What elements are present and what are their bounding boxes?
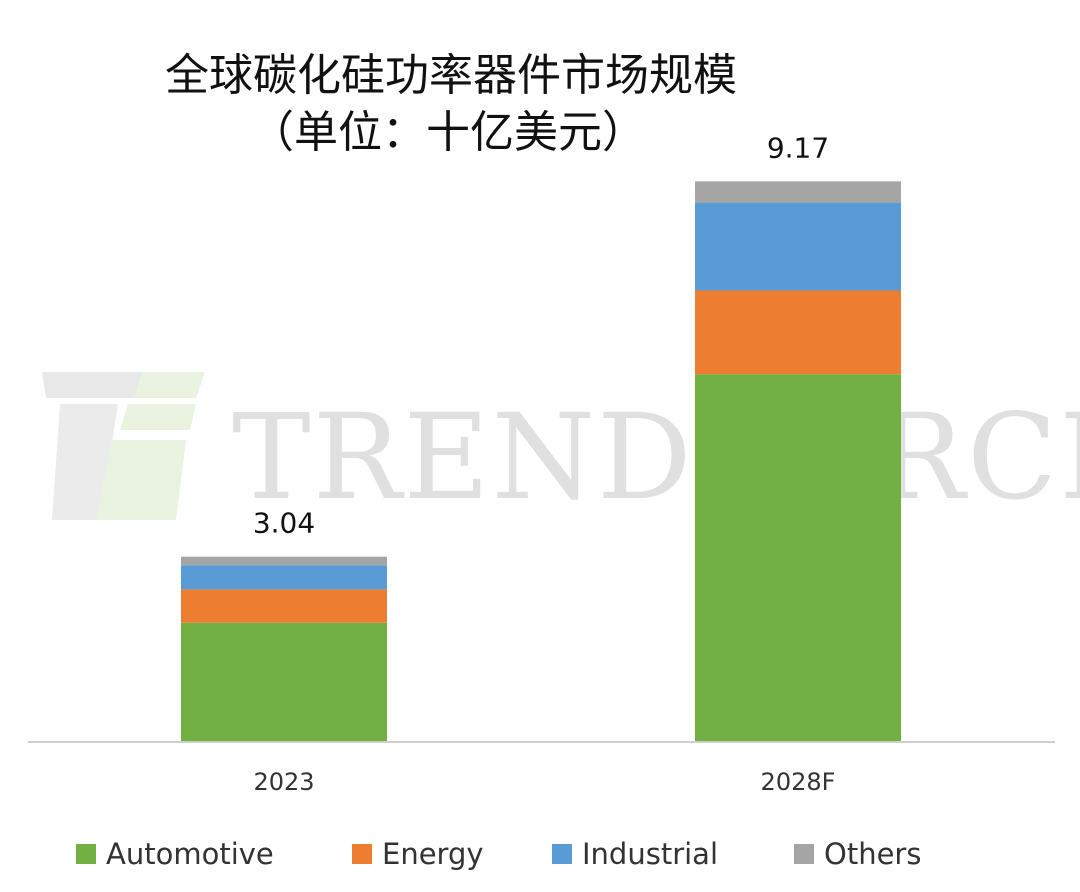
bar-energy-2023 bbox=[181, 589, 387, 623]
chart-title-line2: （单位：十亿美元） bbox=[250, 107, 646, 158]
bar-energy-2028f bbox=[695, 290, 901, 375]
legend-swatch-others bbox=[794, 844, 814, 864]
watermark-text: TRENDFORCE bbox=[232, 388, 1080, 526]
legend-label-industrial: Industrial bbox=[582, 837, 718, 871]
legend: Automotive Energy Industrial Others bbox=[76, 837, 921, 871]
chart-title-line1: 全球碳化硅功率器件市场规模 bbox=[165, 50, 737, 101]
legend-label-energy: Energy bbox=[382, 837, 484, 871]
x-tick-label-2023: 2023 bbox=[253, 768, 314, 796]
legend-label-others: Others bbox=[824, 837, 921, 871]
legend-swatch-industrial bbox=[552, 844, 572, 864]
bar-others-2023 bbox=[181, 556, 387, 566]
bar-industrial-2028f bbox=[695, 202, 901, 291]
legend-swatch-automotive bbox=[76, 844, 96, 864]
watermark-logo: TRENDFORCE bbox=[42, 372, 1080, 526]
bar-area: 3.04 2023 9.17 2028F bbox=[181, 131, 901, 796]
total-label-2023: 3.04 bbox=[253, 507, 315, 540]
legend-swatch-energy bbox=[352, 844, 372, 864]
bar-industrial-2023 bbox=[181, 565, 387, 590]
total-label-2028f: 9.17 bbox=[767, 131, 829, 164]
legend-label-automotive: Automotive bbox=[106, 837, 274, 871]
bar-others-2028f bbox=[695, 181, 901, 203]
bar-automotive-2023 bbox=[181, 622, 387, 741]
bar-automotive-2028f bbox=[695, 374, 901, 741]
x-tick-label-2028f: 2028F bbox=[761, 768, 836, 796]
